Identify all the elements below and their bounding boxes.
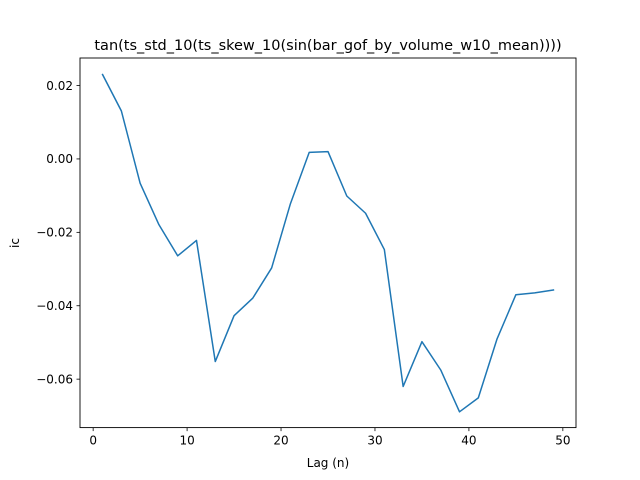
y-axis-ticks: 0.02 0.00 −0.02 −0.04 −0.06 (36, 79, 80, 386)
x-tick-label: 40 (461, 434, 476, 448)
y-tick-label: 0.00 (46, 152, 73, 166)
x-tick-label: 20 (273, 434, 288, 448)
x-tick-label: 30 (367, 434, 382, 448)
y-tick-label: −0.02 (36, 226, 73, 240)
x-tick-label: 0 (89, 434, 97, 448)
y-tick-label: −0.06 (36, 372, 73, 386)
x-axis-label: Lag (n) (307, 456, 349, 470)
data-layer (101, 73, 555, 413)
x-tick-label: 10 (179, 434, 194, 448)
x-tick-label: 50 (555, 434, 570, 448)
series-line-0 (101, 73, 555, 413)
plot-area: 0 10 20 30 40 50 0.02 0.00 −0.02 −0.04 −0.06 (36, 57, 577, 448)
x-axis-ticks: 0 10 20 30 40 50 (89, 427, 570, 448)
y-tick-label: −0.04 (36, 299, 73, 313)
y-axis-label: ic (8, 238, 22, 248)
y-tick-label: 0.02 (46, 79, 73, 93)
chart-title: tan(ts_std_10(ts_skew_10(sin(bar_gof_by_… (94, 38, 561, 54)
axes-frame (79, 57, 577, 429)
